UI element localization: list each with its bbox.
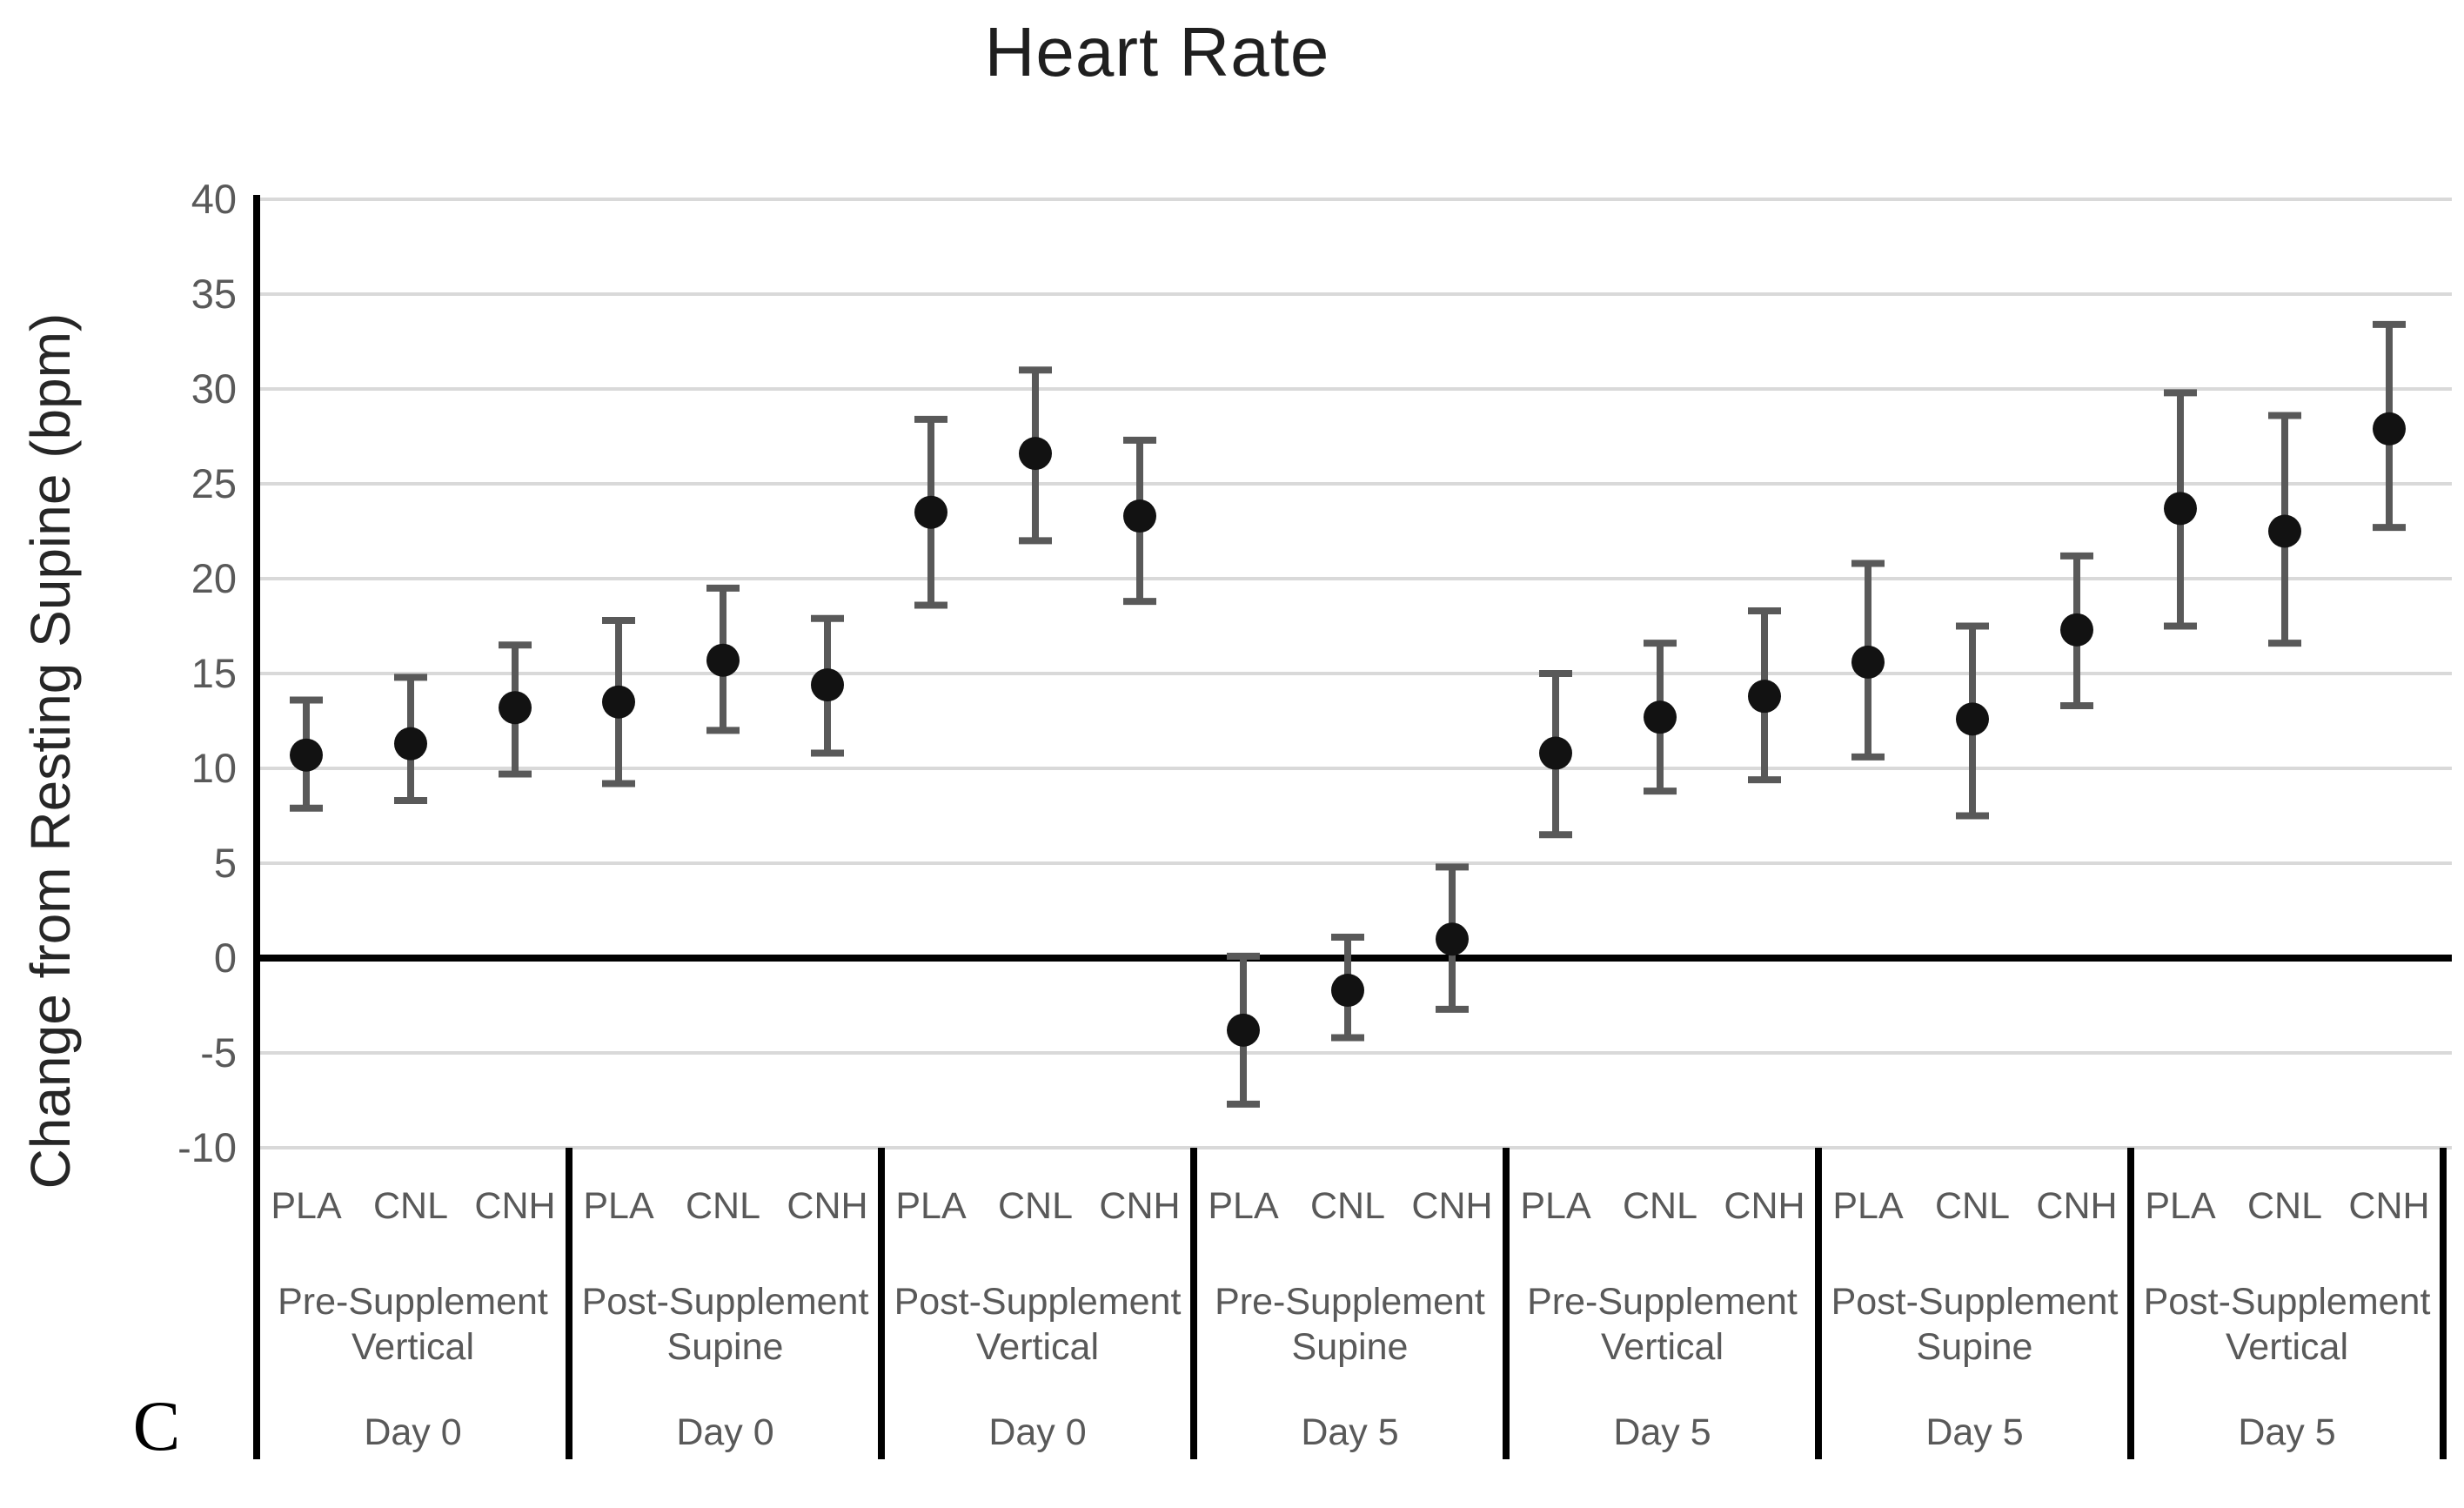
condition-label-line1-g6: Post-Supplement <box>1831 1281 2119 1323</box>
treatment-label-g1-cnh: CNH <box>474 1185 555 1227</box>
treatment-label-g1-cnl: CNL <box>373 1185 448 1227</box>
condition-label-line2-g5: Vertical <box>1601 1326 1724 1368</box>
condition-label-line1-g7: Post-Supplement <box>2144 1281 2431 1323</box>
data-point-marker-g7-pla <box>2164 492 2197 526</box>
condition-label-line2-g3: Vertical <box>976 1326 1099 1368</box>
day-label-g7: Day 5 <box>2238 1411 2335 1453</box>
data-point-marker-g1-cnh <box>499 691 532 725</box>
data-point-marker-g2-pla <box>602 685 635 719</box>
data-point-marker-g1-pla <box>290 738 323 772</box>
treatment-label-g5-cnh: CNH <box>1724 1185 1804 1227</box>
day-label-g5: Day 5 <box>1613 1411 1711 1453</box>
condition-label-line2-g1: Vertical <box>352 1326 474 1368</box>
condition-label-line1-g5: Pre-Supplement <box>1527 1281 1798 1323</box>
treatment-label-g3-pla: PLA <box>895 1185 967 1227</box>
treatment-label-g7-pla: PLA <box>2145 1185 2216 1227</box>
data-point-marker-g3-cnh <box>1123 499 1156 533</box>
data-point-marker-g5-cnh <box>1748 680 1781 714</box>
condition-label-line2-g6: Supine <box>1917 1326 2033 1368</box>
treatment-label-g1-pla: PLA <box>271 1185 342 1227</box>
data-point-marker-g3-cnl <box>1019 437 1052 471</box>
treatment-label-g5-cnl: CNL <box>1623 1185 1697 1227</box>
data-point-marker-g6-cnl <box>1956 702 1989 736</box>
data-point-marker-g1-cnl <box>394 727 427 761</box>
data-point-marker-g3-pla <box>914 495 947 529</box>
treatment-label-g4-cnl: CNL <box>1310 1185 1385 1227</box>
data-point-marker-g5-cnl <box>1644 700 1677 734</box>
treatment-label-g7-cnl: CNL <box>2247 1185 2322 1227</box>
treatment-label-g4-pla: PLA <box>1208 1185 1279 1227</box>
treatment-label-g7-cnh: CNH <box>2348 1185 2429 1227</box>
day-label-g6: Day 5 <box>1925 1411 2023 1453</box>
condition-label-line1-g1: Pre-Supplement <box>278 1281 548 1323</box>
y-tick-label-35: 35 <box>191 271 237 317</box>
chart-title: Heart Rate <box>984 13 1330 90</box>
day-label-g4: Day 5 <box>1301 1411 1398 1453</box>
treatment-label-g3-cnl: CNL <box>998 1185 1073 1227</box>
data-point-marker-g7-cnh <box>2373 412 2406 446</box>
y-tick-label--5: -5 <box>200 1029 237 1076</box>
condition-label-line1-g2: Post-Supplement <box>582 1281 869 1323</box>
y-tick-label-5: 5 <box>214 840 237 886</box>
treatment-label-g2-cnl: CNL <box>686 1185 760 1227</box>
data-point-marker-g4-pla <box>1227 1013 1260 1047</box>
y-tick-label-40: 40 <box>191 176 237 222</box>
y-tick-label-0: 0 <box>214 935 237 981</box>
y-tick-label--10: -10 <box>177 1124 237 1170</box>
treatment-label-g4-cnh: CNH <box>1411 1185 1492 1227</box>
condition-label-line2-g2: Supine <box>667 1326 784 1368</box>
y-tick-label-25: 25 <box>191 460 237 506</box>
y-tick-label-30: 30 <box>191 365 237 412</box>
data-point-marker-g6-cnh <box>2060 613 2093 647</box>
treatment-label-g6-cnl: CNL <box>1935 1185 2010 1227</box>
y-tick-label-10: 10 <box>191 745 237 791</box>
panel-letter: C <box>132 1386 181 1465</box>
day-label-g1: Day 0 <box>364 1411 461 1453</box>
data-point-marker-g7-cnl <box>2268 514 2301 548</box>
treatment-label-g2-pla: PLA <box>583 1185 654 1227</box>
data-point-marker-g2-cnh <box>811 668 844 702</box>
condition-label-line2-g7: Vertical <box>2226 1326 2348 1368</box>
treatment-label-g6-cnh: CNH <box>2036 1185 2117 1227</box>
day-label-g3: Day 0 <box>988 1411 1086 1453</box>
y-tick-label-20: 20 <box>191 555 237 601</box>
condition-label-line1-g3: Post-Supplement <box>894 1281 1182 1323</box>
treatment-label-g2-cnh: CNH <box>787 1185 867 1227</box>
treatment-label-g3-cnh: CNH <box>1099 1185 1180 1227</box>
data-point-marker-g6-pla <box>1851 645 1885 679</box>
day-label-g2: Day 0 <box>676 1411 773 1453</box>
treatment-label-g5-pla: PLA <box>1520 1185 1591 1227</box>
data-point-marker-g4-cnl <box>1331 974 1364 1008</box>
condition-label-line1-g4: Pre-Supplement <box>1215 1281 1485 1323</box>
data-point-marker-g2-cnl <box>706 643 740 677</box>
treatment-label-g6-pla: PLA <box>1832 1185 1904 1227</box>
condition-label-line2-g4: Supine <box>1292 1326 1409 1368</box>
data-point-marker-g4-cnh <box>1436 922 1469 956</box>
data-point-marker-g5-pla <box>1539 736 1572 770</box>
y-tick-label-15: 15 <box>191 650 237 696</box>
